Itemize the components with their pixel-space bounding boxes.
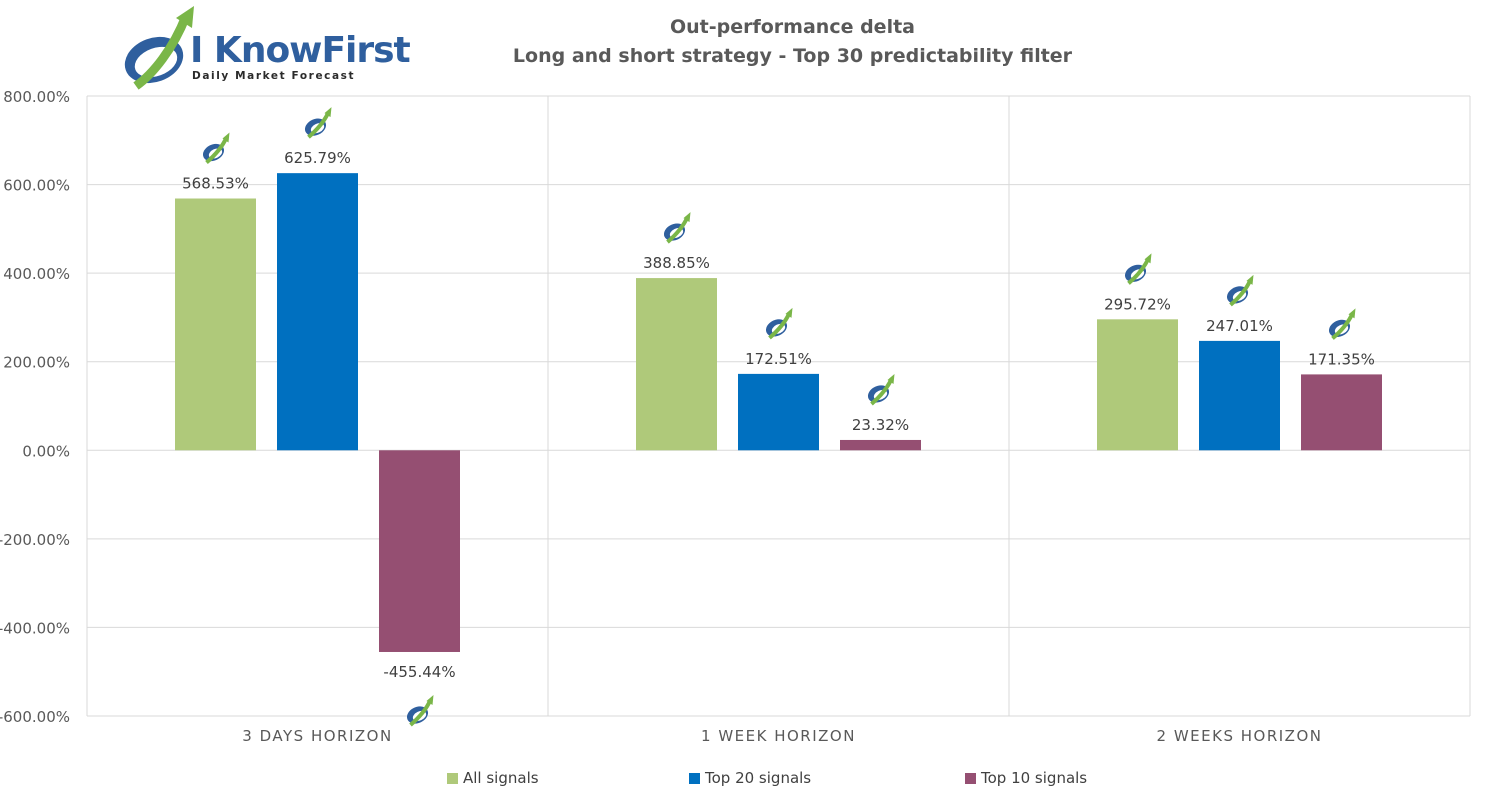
iknowfirst-logo-icon (663, 212, 691, 244)
iknowfirst-logo-icon (1124, 253, 1152, 285)
chart-title: Out-performance delta (669, 16, 915, 38)
bar (379, 450, 460, 652)
legend-label: All signals (463, 769, 539, 787)
bar (840, 439, 921, 451)
data-label: 388.85% (643, 254, 710, 272)
data-label: 171.35% (1308, 350, 1375, 368)
brand-logo: I KnowFirst Daily Market Forecast (118, 4, 411, 94)
bar (1097, 319, 1178, 451)
y-tick-label: -600.00% (0, 708, 70, 726)
legend-item: Top 10 signals (965, 769, 1087, 787)
data-label: 23.32% (852, 416, 909, 434)
x-tick-label: 1 WEEK HORIZON (701, 727, 856, 745)
data-label: -455.44% (383, 663, 455, 681)
y-tick-label: -400.00% (0, 619, 70, 637)
y-tick-label: -200.00% (0, 531, 70, 549)
y-tick-label: 800.00% (3, 88, 70, 106)
logo-tagline: Daily Market Forecast (192, 70, 356, 82)
iknowfirst-logo-icon (304, 107, 332, 139)
data-label: 247.01% (1206, 317, 1273, 335)
iknowfirst-logo-icon (1328, 308, 1356, 340)
y-tick-label: 400.00% (3, 265, 70, 283)
data-label: 172.51% (745, 350, 812, 368)
bar (1301, 374, 1382, 451)
bar (738, 373, 819, 451)
iknowfirst-logo-icon (1226, 274, 1254, 307)
legend-swatch (689, 772, 700, 784)
legend-label: Top 20 signals (705, 769, 812, 787)
iknowfirst-logo-icon (765, 307, 793, 340)
bar (277, 173, 358, 451)
logo-mark-icon (124, 6, 194, 90)
iknowfirst-logo-icon (406, 694, 434, 727)
logo-name: I KnowFirst (190, 30, 411, 71)
x-tick-label: 2 WEEKS HORIZON (1157, 727, 1323, 745)
data-label: 295.72% (1104, 295, 1171, 313)
legend-item: Top 20 signals (689, 769, 811, 787)
bar (1199, 340, 1280, 451)
legend-swatch (447, 772, 458, 784)
legend-item: All signals (447, 769, 539, 787)
bar (636, 278, 717, 451)
y-tick-label: 200.00% (3, 354, 70, 372)
data-label: 625.79% (284, 149, 351, 167)
legend-label: Top 10 signals (981, 769, 1088, 787)
data-label: 568.53% (182, 175, 249, 193)
x-tick-label: 3 DAYS HORIZON (242, 727, 392, 745)
y-tick-label: 600.00% (3, 177, 70, 195)
iknowfirst-logo-icon (867, 373, 895, 406)
chart-subtitle: Long and short strategy - Top 30 predict… (512, 45, 1073, 67)
iknowfirst-logo-icon (202, 132, 230, 165)
bar (175, 198, 256, 451)
chart-legend: All signals Top 20 signals Top 10 signals (0, 769, 1491, 791)
y-tick-label: 0.00% (22, 442, 70, 460)
legend-swatch (965, 772, 976, 784)
